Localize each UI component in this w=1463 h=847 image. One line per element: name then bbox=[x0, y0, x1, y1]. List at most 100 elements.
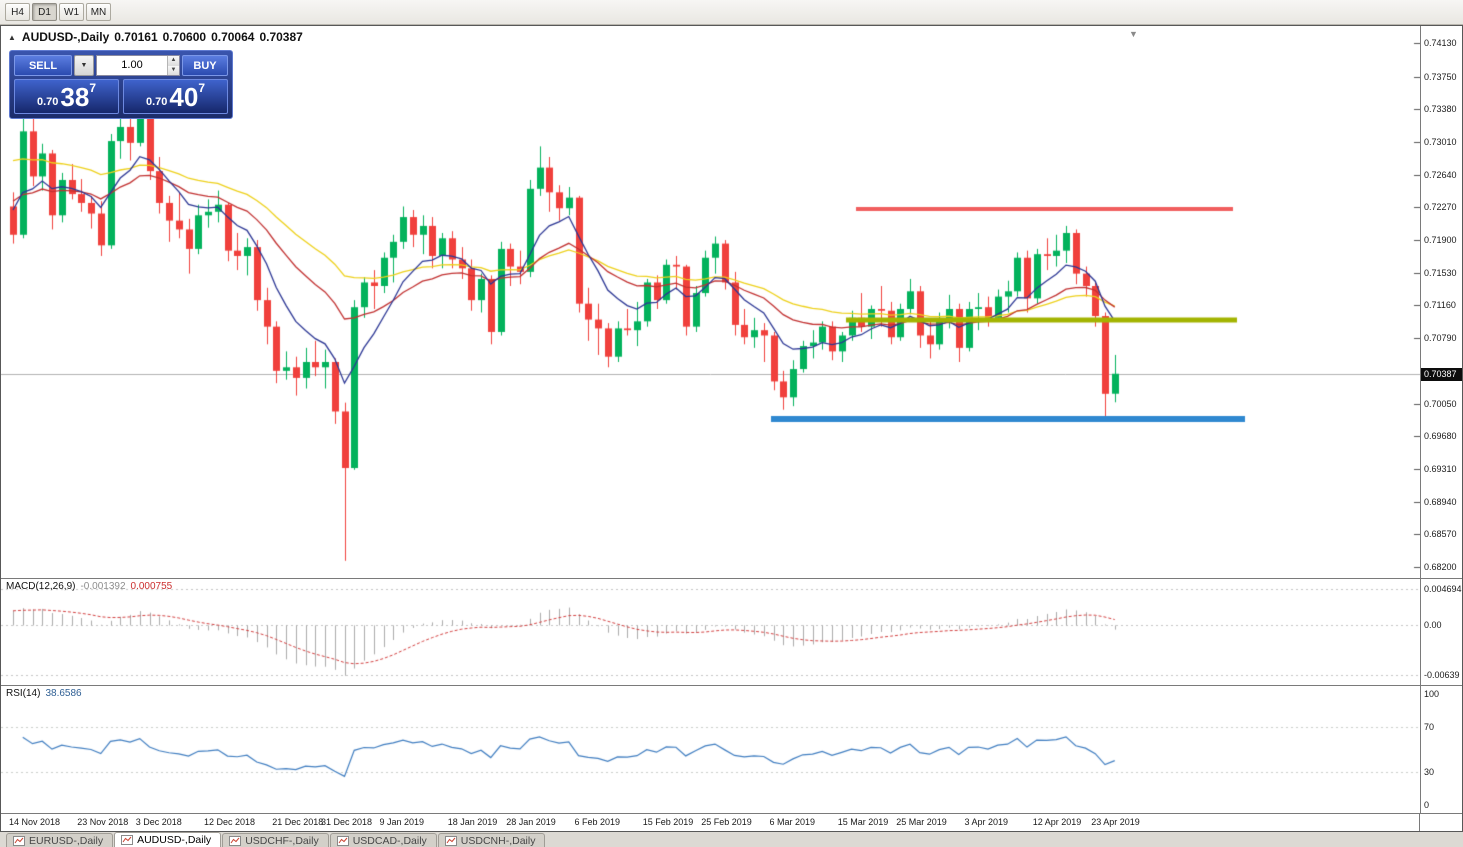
date-label: 23 Apr 2019 bbox=[1091, 817, 1140, 827]
chart-icon bbox=[444, 835, 457, 846]
macd-scale[interactable]: 0.004694 0.00 -0.00639 bbox=[1420, 579, 1462, 685]
date-label: 14 Nov 2018 bbox=[9, 817, 61, 827]
chart-symbol: AUDUSD-,Daily bbox=[21, 30, 110, 44]
date-label: 3 Dec 2018 bbox=[135, 817, 182, 827]
rsi-canvas[interactable] bbox=[1, 686, 1420, 813]
timeframe-toolbar: H4 D1 W1 MN bbox=[0, 0, 1463, 25]
price-scale-label: 0.72270 bbox=[1424, 202, 1457, 213]
price-scale-label: 0.71160 bbox=[1424, 300, 1456, 311]
ohlc-close: 0.70387 bbox=[259, 30, 303, 44]
macd-panel: 0.004694 0.00 -0.00639 MACD(12,26,9) -0.00… bbox=[1, 578, 1462, 685]
volume-value: 1.00 bbox=[121, 59, 143, 71]
chart-icon bbox=[336, 835, 349, 846]
date-label: 9 Jan 2019 bbox=[379, 817, 425, 827]
price-scale[interactable]: 0.70387 0.74130 0.73750 0.73380 0.73010 0.72… bbox=[1420, 26, 1462, 578]
rsi-scale-label: 30 bbox=[1424, 766, 1435, 777]
tab-label: USDCNH-,Daily bbox=[460, 834, 536, 847]
price-scale-label: 0.73380 bbox=[1424, 104, 1457, 115]
rsi-scale-label: 0 bbox=[1424, 800, 1430, 810]
buy-price-prefix: 0.70 bbox=[145, 96, 168, 108]
rsi-scale-label: 70 bbox=[1424, 722, 1435, 733]
date-label: 23 Nov 2018 bbox=[77, 817, 129, 827]
chart-tab-audusd[interactable]: AUDUSD-,Daily bbox=[114, 832, 222, 847]
time-axis[interactable]: 14 Nov 2018 23 Nov 2018 3 Dec 2018 12 Dec 2… bbox=[1, 813, 1462, 831]
sell-price-prefix: 0.70 bbox=[36, 96, 59, 108]
date-label: 6 Feb 2019 bbox=[574, 817, 621, 827]
buy-price-button[interactable]: 0.70 40 7 bbox=[123, 79, 228, 114]
macd-signal-value: 0.000755 bbox=[130, 581, 173, 592]
macd-scale-label: 0.00 bbox=[1424, 620, 1442, 631]
chart-shift-marker[interactable]: ▼ bbox=[1129, 29, 1138, 39]
chart-tab-usdcad[interactable]: USDCAD-,Daily bbox=[329, 833, 437, 847]
timeframe-h4-button[interactable]: H4 bbox=[5, 3, 30, 21]
rsi-scale-label: 100 bbox=[1424, 689, 1440, 699]
macd-scale-label: 0.004694 bbox=[1424, 584, 1462, 594]
timeframe-mn-button[interactable]: MN bbox=[86, 3, 111, 21]
collapse-icon[interactable]: ▲ bbox=[8, 32, 16, 42]
rsi-label: RSI(14) bbox=[6, 688, 41, 699]
chart-tab-usdcnh[interactable]: USDCNH-,Daily bbox=[437, 833, 546, 847]
chart-window: 0.70387 0.74130 0.73750 0.73380 0.73010 0.72… bbox=[0, 25, 1463, 832]
buy-price-big: 40 bbox=[169, 82, 199, 112]
date-label: 6 Mar 2019 bbox=[769, 817, 816, 827]
chart-icon bbox=[229, 835, 242, 846]
ohlc-high: 0.70600 bbox=[162, 30, 207, 44]
sell-button[interactable]: SELL bbox=[14, 55, 72, 76]
price-scale-label: 0.71900 bbox=[1424, 235, 1457, 246]
chart-title: ▲ AUDUSD-,Daily 0.70161 0.70600 0.70064 … bbox=[8, 30, 303, 44]
date-label: 15 Mar 2019 bbox=[837, 817, 889, 827]
price-scale-label: 0.68200 bbox=[1424, 562, 1457, 572]
macd-main-value: -0.001392 bbox=[80, 581, 126, 592]
date-label: 25 Mar 2019 bbox=[896, 817, 947, 827]
date-label: 3 Apr 2019 bbox=[964, 817, 1009, 827]
chart-tab-eurusd[interactable]: EURUSD-,Daily bbox=[6, 833, 114, 847]
chart-icon bbox=[13, 835, 25, 846]
macd-scale-label: -0.00639 bbox=[1424, 670, 1460, 680]
date-label: 18 Jan 2019 bbox=[447, 817, 498, 827]
chart-tab-usdchf[interactable]: USDCHF-,Daily bbox=[222, 833, 329, 847]
volume-spinner[interactable]: ▲ ▼ bbox=[167, 56, 179, 75]
chart-tabs-bar: EURUSD-,Daily AUDUSD-,Daily USDCHF-,Daily U… bbox=[0, 832, 1463, 847]
price-scale-label: 0.70050 bbox=[1424, 398, 1457, 409]
spinner-up-icon[interactable]: ▲ bbox=[168, 56, 179, 66]
spinner-down-icon[interactable]: ▼ bbox=[168, 65, 179, 75]
tab-label: EURUSD-,Daily bbox=[29, 834, 104, 847]
price-scale-label: 0.69680 bbox=[1424, 431, 1457, 442]
price-scale-label: 0.70790 bbox=[1424, 333, 1457, 344]
date-label: 15 Feb 2019 bbox=[642, 817, 694, 827]
date-label: 12 Dec 2018 bbox=[204, 817, 256, 827]
volume-dropdown[interactable]: ▼ bbox=[74, 55, 94, 76]
timeframe-d1-button[interactable]: D1 bbox=[32, 3, 57, 21]
price-scale-label: 0.68570 bbox=[1424, 529, 1457, 540]
rsi-header: RSI(14) 38.6586 bbox=[6, 688, 82, 699]
price-chart-canvas[interactable] bbox=[1, 26, 1420, 578]
current-price-badge: 0.70387 bbox=[1421, 367, 1462, 381]
timeframe-w1-button[interactable]: W1 bbox=[59, 3, 84, 21]
price-scale-label: 0.73010 bbox=[1424, 136, 1457, 147]
ohlc-open: 0.70161 bbox=[114, 30, 158, 44]
rsi-panel: 100 70 30 0 RSI(14) 38.6586 bbox=[1, 685, 1462, 813]
macd-label: MACD(12,26,9) bbox=[6, 581, 76, 592]
price-scale-label: 0.68940 bbox=[1424, 496, 1457, 507]
tab-label: USDCAD-,Daily bbox=[352, 834, 427, 847]
date-label: 12 Apr 2019 bbox=[1032, 817, 1082, 827]
volume-input[interactable]: 1.00 ▲ ▼ bbox=[96, 55, 180, 76]
buy-button[interactable]: BUY bbox=[182, 55, 228, 76]
price-scale-label: 0.69310 bbox=[1424, 463, 1457, 474]
price-scale-label: 0.73750 bbox=[1424, 71, 1457, 82]
one-click-trading-panel: SELL ▼ 1.00 ▲ ▼ BUY 0.70 38 7 0.70 40 7 bbox=[9, 50, 233, 119]
macd-canvas[interactable] bbox=[1, 579, 1420, 685]
price-scale-label: 0.71530 bbox=[1424, 267, 1457, 278]
sell-price-button[interactable]: 0.70 38 7 bbox=[14, 79, 119, 114]
buy-price-sup: 7 bbox=[198, 81, 206, 95]
date-label: 21 Dec 2018 bbox=[272, 817, 324, 827]
price-scale-label: 0.74130 bbox=[1424, 38, 1457, 48]
tab-label: USDCHF-,Daily bbox=[245, 834, 319, 847]
price-panel: 0.70387 0.74130 0.73750 0.73380 0.73010 0.72… bbox=[1, 26, 1462, 578]
date-label: 31 Dec 2018 bbox=[321, 817, 373, 827]
sell-price-big: 38 bbox=[60, 82, 90, 112]
rsi-scale[interactable]: 100 70 30 0 bbox=[1420, 686, 1462, 813]
macd-header: MACD(12,26,9) -0.001392 0.000755 bbox=[6, 581, 172, 592]
chevron-down-icon: ▼ bbox=[80, 62, 88, 69]
